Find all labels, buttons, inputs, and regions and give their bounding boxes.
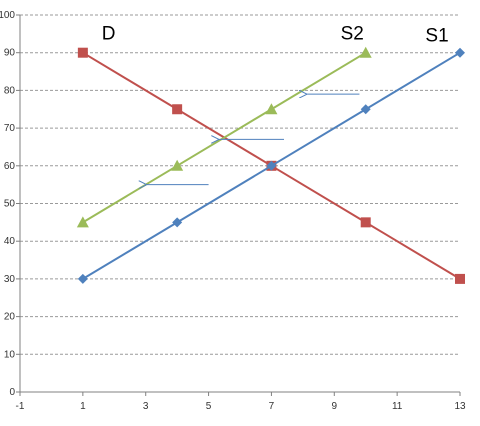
y-tick-label: 10: [4, 349, 16, 360]
x-tick-label: 11: [392, 401, 403, 412]
annotations: [146, 94, 360, 184]
point-d: [360, 217, 371, 228]
point-s1: [77, 273, 88, 284]
point-s2: [265, 103, 278, 115]
point-d: [77, 47, 88, 58]
y-tick-label: 40: [4, 236, 16, 247]
series-line-s2: [82, 51, 367, 224]
point-s1: [360, 104, 371, 115]
y-tick-label: 0: [9, 387, 15, 398]
point-s1: [172, 217, 183, 228]
series-labels: D S2 S1: [102, 24, 449, 47]
y-tick-label: 20: [4, 312, 16, 323]
point-s2: [171, 159, 184, 171]
x-tick-label: 1: [80, 401, 86, 412]
point-s2: [359, 46, 372, 58]
series-label-d: D: [102, 24, 116, 45]
point-d: [172, 104, 183, 115]
y-tick-label: 50: [4, 199, 16, 210]
series-group: [76, 46, 465, 284]
x-tick-label: 9: [332, 401, 338, 412]
series-label-s2: S2: [341, 24, 364, 45]
x-tick-label: 3: [143, 401, 149, 412]
y-tick-label: 80: [4, 85, 16, 96]
x-tick-label: 7: [269, 401, 275, 412]
point-s2: [76, 216, 89, 228]
y-tick-label: 60: [4, 161, 16, 172]
point-s1: [455, 47, 465, 58]
x-tick-label: 5: [206, 401, 212, 412]
y-tick-label: 30: [4, 274, 16, 285]
x-tick-label: 13: [454, 401, 466, 412]
series-label-s1: S1: [425, 25, 448, 46]
y-tick-label: 100: [0, 10, 15, 21]
x-tick-label: -1: [16, 401, 25, 412]
y-tick-label: 70: [4, 123, 16, 134]
point-d: [455, 273, 465, 284]
point-s1: [266, 160, 277, 171]
y-tick-label: 90: [4, 48, 16, 59]
